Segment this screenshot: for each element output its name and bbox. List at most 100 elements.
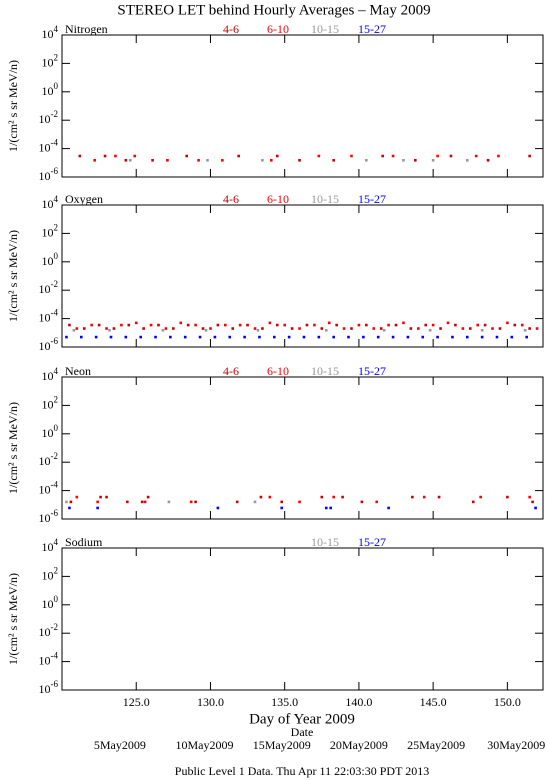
data-point [491,327,494,330]
legend-entry: 15-27 [358,192,386,206]
data-point [506,495,509,499]
data-point [172,327,175,330]
data-point [387,323,390,327]
data-point [213,335,217,339]
data-point [381,154,384,158]
data-point [164,327,168,330]
panel-label: Nitrogen [65,22,108,36]
data-point [183,335,187,339]
data-point [224,323,227,327]
data-point [75,327,79,330]
data-point [531,500,534,504]
data-point [120,323,123,327]
data-point [428,328,432,332]
data-point [161,328,165,332]
data-point [391,154,395,158]
y-tick-label: 10-2 [39,622,59,639]
y-axis-label: 1/(cm² s sr MeV/n) [6,60,20,152]
data-point [268,495,272,499]
data-point [235,500,239,504]
data-point [376,335,380,339]
data-point [108,328,111,332]
data-point [382,328,386,332]
date-tick-label: 15May2009 [253,738,311,752]
data-point [341,495,344,499]
data-point [454,323,457,327]
data-point [431,323,435,327]
data-point [528,495,531,499]
data-point [476,323,479,327]
plot-frame [61,376,544,520]
data-point [495,335,499,339]
data-point [127,323,131,327]
data-point [166,158,169,162]
data-point [498,327,502,330]
data-point [327,321,331,325]
data-point [302,335,306,339]
data-point [421,335,425,339]
data-point [133,154,137,158]
data-point [313,323,316,327]
panel-label: Neon [65,364,91,378]
x-tick-label: 125.0 [123,695,150,709]
x-axis-label: Day of Year 2009 [249,711,355,727]
data-point [139,335,142,339]
y-tick-label: 104 [42,366,59,383]
data-point [143,500,147,504]
data-point [179,321,183,325]
legend-entry: 4-6 [223,364,239,378]
data-point [149,323,153,327]
data-point [424,323,428,327]
data-point [480,328,484,332]
data-point [422,495,426,499]
date-tick-label: 25May2009 [407,738,465,752]
data-point [411,495,414,499]
data-point [317,154,321,158]
data-point [350,154,353,158]
y-tick-label: 10-2 [39,451,59,468]
x-tick-label: 130.0 [197,695,224,709]
data-point [305,323,309,327]
data-point [317,335,321,339]
data-point [258,335,261,339]
footer: Public Level 1 Data. Thu Apr 11 22:03:30… [175,764,429,778]
date-tick-label: 10May2009 [176,738,234,752]
date-tick-label: 5May2009 [94,738,146,752]
y-tick-label: 102 [42,565,59,582]
legend-entry: 10-15 [311,192,339,206]
data-point [320,495,324,499]
legend-entry: 15-27 [358,22,386,36]
data-point [65,500,68,504]
data-point [468,327,472,330]
data-point [486,158,490,162]
data-point [97,323,101,327]
data-point [142,327,145,330]
data-point [65,335,68,339]
data-point [414,158,417,162]
data-point [520,323,524,327]
data-point [449,154,453,158]
data-point [332,495,335,499]
data-point [362,335,365,339]
y-tick-label: 10-4 [39,651,59,668]
data-point [270,158,273,162]
data-point [128,158,132,162]
data-point [479,495,482,499]
data-point [246,323,249,327]
data-point [68,323,71,327]
legend-entry: 4-6 [223,192,239,206]
data-point [528,154,531,158]
data-point [510,335,514,339]
y-axis-label: 1/(cm² s sr MeV/n) [6,573,20,665]
data-point [167,500,171,504]
data-point [78,154,82,158]
data-point [124,335,128,339]
data-point [497,154,500,158]
data-point [372,327,376,330]
data-point [446,321,450,325]
y-tick-label: 10-2 [39,279,59,296]
data-point [194,323,197,327]
date-tick-label: 20May2009 [330,738,388,752]
data-point [523,328,527,332]
y-tick-label: 10-6 [39,508,59,525]
